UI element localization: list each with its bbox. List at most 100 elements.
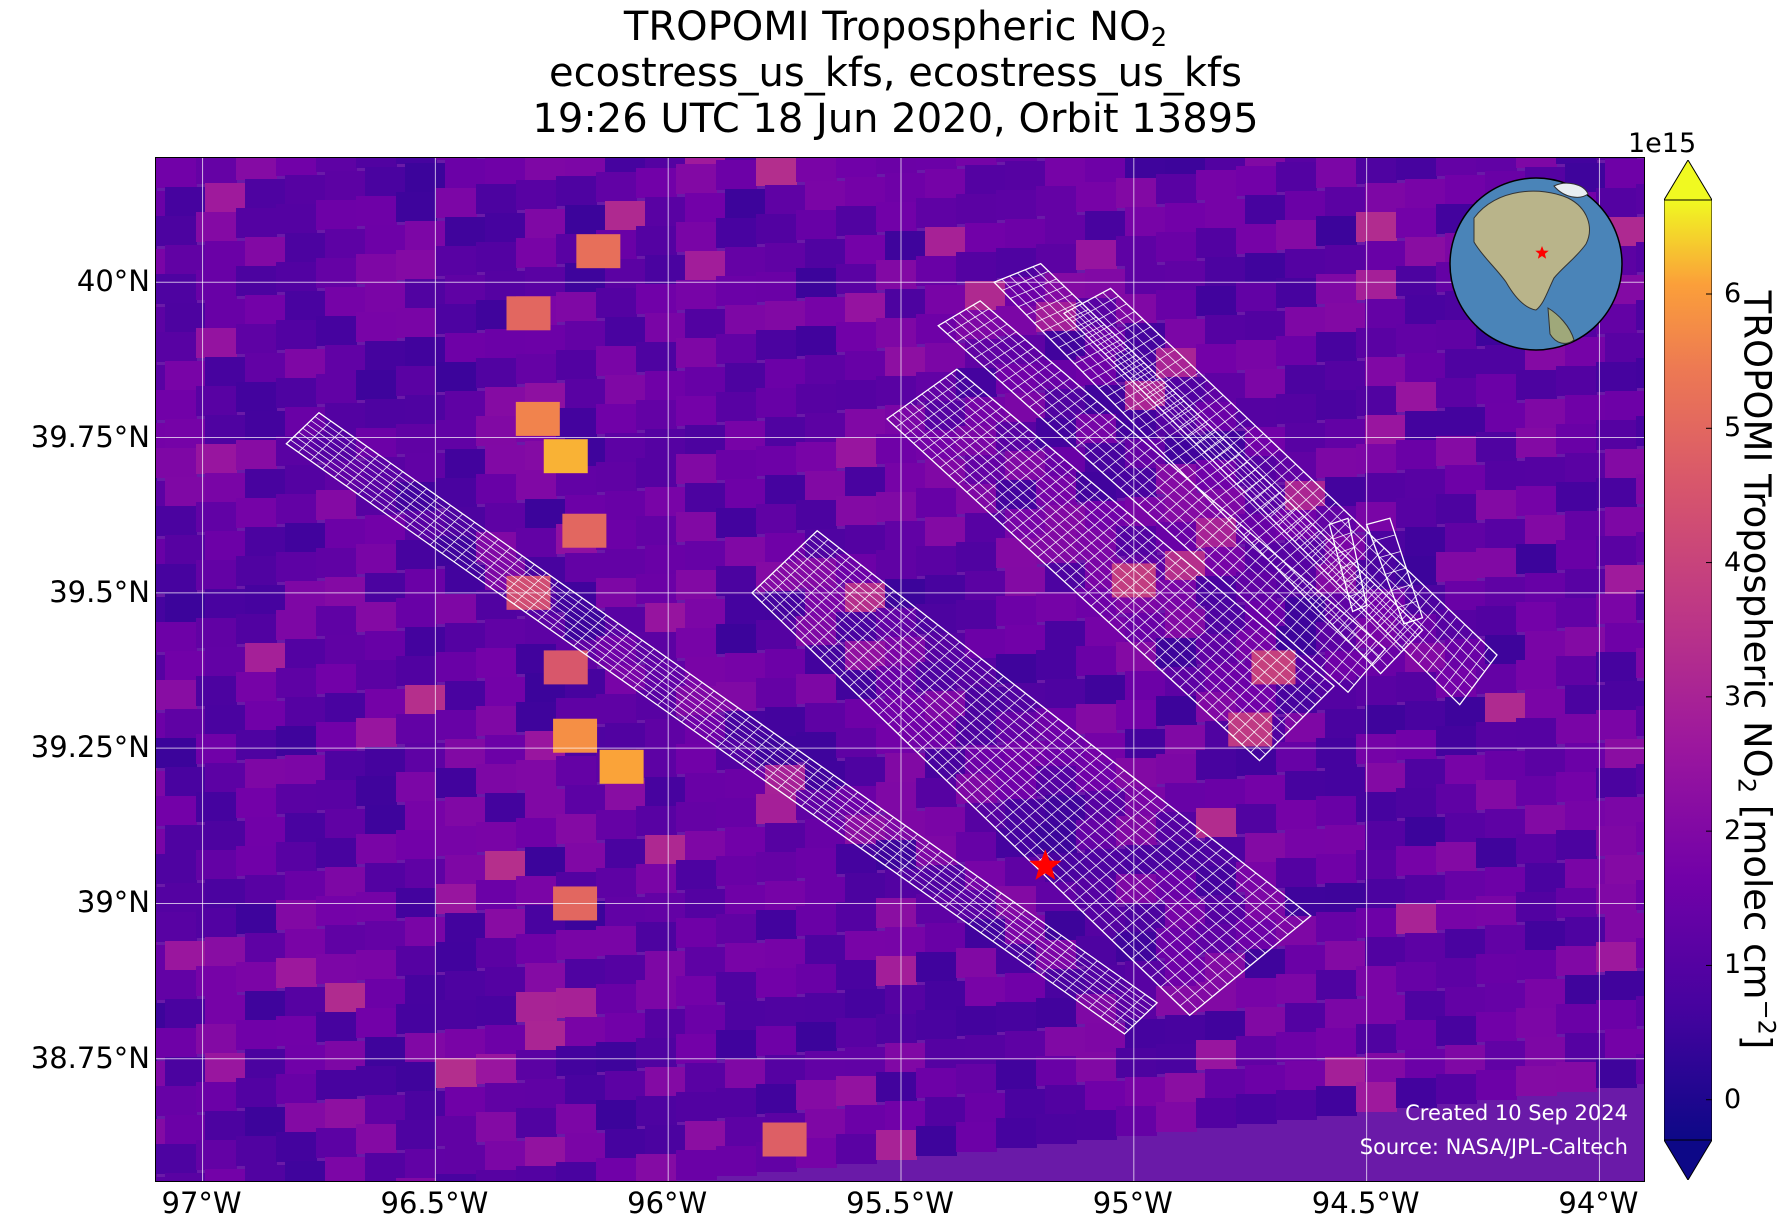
no2-pixel (156, 796, 197, 826)
no2-pixel (1636, 938, 1644, 968)
no2-pixel (1516, 370, 1557, 400)
no2-pixel (1316, 796, 1357, 826)
no2-pixel (396, 1004, 437, 1034)
no2-pixel (956, 832, 997, 862)
no2-pixel (796, 732, 837, 762)
no2-pixel (1316, 1086, 1357, 1116)
no2-pixel (876, 1014, 917, 1044)
no2-pixel (316, 1128, 357, 1158)
no2-pixel (676, 860, 717, 890)
swath-gridline (298, 431, 1137, 1023)
no2-pixel (1356, 386, 1397, 416)
no2-pixel (276, 262, 317, 292)
no2-pixel (436, 246, 477, 276)
swath-gridline (1017, 272, 1402, 653)
no2-pixel (956, 1006, 997, 1036)
no2-pixel (916, 256, 957, 286)
no2-pixel (1396, 904, 1437, 934)
no2-pixel (596, 1042, 637, 1072)
no2-pixel (1636, 590, 1644, 620)
no2-pixel (1356, 1082, 1397, 1112)
no2-pixel (236, 324, 277, 354)
title-line-3: 19:26 UTC 18 Jun 2020, Orbit 13895 (532, 96, 1259, 142)
no2-pixel (276, 552, 317, 582)
no2-pixel (1636, 648, 1644, 678)
no2-pixel (316, 1070, 357, 1100)
no2-pixel (1436, 610, 1477, 640)
no2-pixel (156, 970, 197, 1000)
no2-pixel (1285, 158, 1326, 163)
no2-pixel (1276, 1032, 1317, 1062)
north-america-landmass (1473, 190, 1590, 311)
no2-pixel (1276, 278, 1317, 308)
no2-pixel (1596, 478, 1637, 508)
colorbar-tick-label: 2 (1724, 815, 1742, 847)
colorbar-gradient (1664, 199, 1712, 1141)
swath-gridline (1378, 551, 1401, 559)
no2-pixel (316, 548, 357, 578)
longitude-tick-label: 94°W (1558, 1186, 1639, 1220)
no2-pixel (476, 1112, 517, 1142)
no2-pixel (436, 1000, 477, 1030)
no2-pixel (996, 190, 1037, 220)
swath-gridline (812, 534, 1304, 923)
no2-pixel (565, 158, 606, 177)
no2-pixel (716, 218, 757, 248)
no2-pixel (605, 158, 646, 173)
no2-pixel (1476, 1070, 1517, 1100)
no2-pixel (636, 922, 677, 952)
no2-pixel (756, 910, 797, 940)
no2-pixel (676, 396, 717, 426)
no2-pixel (316, 606, 357, 636)
no2-pixel (1636, 474, 1644, 504)
no2-pixel (1116, 932, 1157, 962)
no2-hotspot-pixel (506, 296, 551, 331)
no2-pixel (1556, 772, 1597, 802)
no2-pixel (1356, 444, 1397, 474)
globe-inset (1449, 177, 1623, 351)
swath-gridline (910, 402, 1285, 737)
no2-pixel (1596, 536, 1637, 566)
no2-pixel (476, 706, 517, 736)
no2-pixel (1236, 1036, 1277, 1066)
no2-pixel (356, 1066, 397, 1096)
no2-pixel (876, 840, 917, 870)
no2-pixel (1396, 440, 1437, 470)
no2-pixel (156, 713, 166, 743)
no2-pixel (1316, 332, 1357, 362)
no2-pixel (436, 420, 477, 450)
no2-pixel (276, 1016, 317, 1046)
no2-pixel (1276, 1090, 1317, 1120)
no2-pixel (1436, 958, 1477, 988)
no2-pixel (996, 1060, 1037, 1090)
no2-pixel (1236, 340, 1277, 370)
no2-hotspot-pixel (562, 513, 607, 548)
no2-pixel (276, 158, 317, 176)
no2-pixel (596, 868, 637, 898)
no2-pixel (836, 1018, 877, 1048)
no2-pixel (1556, 1062, 1597, 1092)
no2-pixel (1436, 900, 1477, 930)
no2-pixel (836, 844, 877, 874)
no2-pixel (316, 722, 357, 752)
no2-pixel (236, 498, 277, 528)
no2-pixel (1036, 302, 1077, 332)
no2-pixel (156, 506, 197, 536)
no2-pixel (596, 404, 637, 434)
no2-pixel (636, 574, 677, 604)
no2-pixel (1596, 1000, 1637, 1030)
no2-pixel (1156, 928, 1197, 958)
no2-pixel (716, 624, 757, 654)
no2-pixel (596, 1158, 637, 1181)
no2-pixel (1116, 468, 1157, 498)
no2-pixel (956, 1064, 997, 1094)
no2-pixel (556, 1104, 597, 1134)
swath-gridline (1397, 600, 1418, 608)
no2-pixel (1156, 696, 1197, 726)
no2-pixel (1276, 974, 1317, 1004)
no2-pixel (1236, 1094, 1277, 1124)
no2-pixel (316, 490, 357, 520)
no2-pixel (725, 158, 766, 161)
swath-gridline (1086, 300, 1479, 681)
no2-pixel (1476, 954, 1517, 984)
